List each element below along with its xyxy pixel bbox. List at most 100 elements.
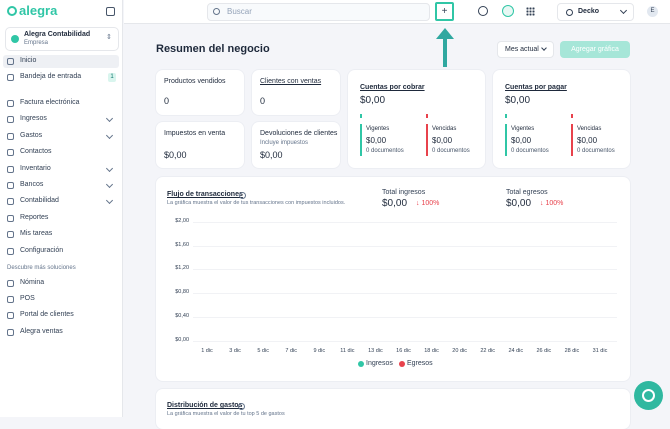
metric-label: Impuestos en venta xyxy=(164,130,226,137)
metric-card: Devoluciones de clientes Incluye impuesto… xyxy=(252,122,340,168)
nav-item[interactable]: Contactos xyxy=(3,146,119,159)
nav-label: Mis tareas xyxy=(20,230,53,237)
nav-item[interactable]: Configuración xyxy=(3,245,119,258)
sidebar xyxy=(0,0,123,417)
grid-line xyxy=(193,269,617,271)
page-title: Resumen del negocio xyxy=(156,43,270,55)
apps-icon[interactable] xyxy=(526,7,535,16)
help-icon[interactable] xyxy=(478,6,488,16)
chart-subtitle: La gráfica muestra el valor de tus trans… xyxy=(167,200,346,206)
nav-item[interactable]: Inventario xyxy=(3,163,119,176)
nav-icon xyxy=(7,231,14,238)
logo: alegra xyxy=(19,3,58,18)
x-axis-label: 22 dic xyxy=(480,348,496,354)
account-title: Cuentas por pagar xyxy=(505,84,567,91)
nav-item[interactable]: Gastos xyxy=(3,130,119,143)
info-icon xyxy=(239,192,246,199)
nav-icon xyxy=(7,149,14,156)
arrow-head xyxy=(436,28,454,39)
nav-item[interactable]: Factura electrónica xyxy=(3,97,119,110)
nav-icon xyxy=(7,280,14,287)
nav-item[interactable]: Nómina xyxy=(3,277,119,290)
nav-item[interactable]: POS xyxy=(3,293,119,306)
nav-item[interactable]: Inicio xyxy=(3,55,119,68)
assistant-icon[interactable] xyxy=(502,5,514,17)
grid-line xyxy=(193,293,617,295)
metric-label: Clientes con ventas xyxy=(260,78,322,85)
company-icon xyxy=(11,35,19,43)
nav-icon xyxy=(7,329,14,336)
status-amount: $0,00 xyxy=(511,136,532,145)
nav-item[interactable]: Mis tareas xyxy=(3,228,119,241)
status-docs: 0 documentos xyxy=(432,148,470,154)
expenses-title: Distribución de gastos xyxy=(167,402,243,409)
nav-item[interactable]: Contabilidad xyxy=(3,195,119,208)
total-label: Total ingresos xyxy=(382,189,426,196)
y-axis-label: $2,00 xyxy=(175,218,189,224)
grid-line xyxy=(193,222,617,223)
y-axis-label: $1,60 xyxy=(175,241,189,248)
add-button[interactable]: + xyxy=(435,2,454,21)
nav-icon xyxy=(7,166,14,173)
x-axis-label: 3 dic xyxy=(229,348,241,354)
nav-badge: 1 xyxy=(108,73,116,82)
expenses-subtitle: La gráfica muestra el valor de tu top 5 … xyxy=(167,411,285,417)
x-axis-label: 7 dic xyxy=(285,348,298,354)
search-box[interactable]: Buscar xyxy=(207,3,430,21)
company-toggle: ⇕ xyxy=(106,34,112,41)
grid-line xyxy=(193,316,617,318)
nav-item[interactable]: Bandeja de entrada 1 xyxy=(3,71,119,84)
cash-flow-card: Flujo de transacciones La gráfica muestra… xyxy=(156,177,630,381)
nav-icon xyxy=(7,58,14,65)
account-card: Cuentas por pagar $0,00 Vigentes $0,00 0 doc… xyxy=(493,70,630,168)
x-axis-label: 24 dic xyxy=(508,348,524,354)
nav-item[interactable]: Reportes xyxy=(3,212,119,225)
status-docs: 0 documentos xyxy=(577,148,615,154)
grid-line xyxy=(193,245,617,247)
nav-chevron xyxy=(105,114,114,123)
nav-icon xyxy=(7,296,14,303)
collapse-icon[interactable] xyxy=(106,7,115,16)
x-axis-label: 20 dic xyxy=(452,348,467,354)
add-chart-button[interactable]: Agregar gráfica xyxy=(560,41,630,58)
nav-label: Gastos xyxy=(20,132,43,139)
avatar[interactable]: E xyxy=(647,6,658,17)
search-placeholder: Buscar xyxy=(227,7,252,16)
total-change: ↓ 100% xyxy=(416,200,440,207)
status-label: Vigentes xyxy=(511,126,535,132)
status-bar xyxy=(505,114,507,118)
nav-label: Configuración xyxy=(20,247,64,254)
total-value: $0,00 xyxy=(382,198,408,209)
total-label: Total egresos xyxy=(506,189,548,196)
info-icon xyxy=(238,403,245,410)
chart-title: Flujo de transacciones xyxy=(167,191,243,198)
user-name: Decko xyxy=(578,8,600,15)
help-button[interactable] xyxy=(634,381,663,410)
nav-item[interactable]: Ingresos xyxy=(3,113,119,126)
status-bar xyxy=(505,124,507,156)
nav-icon xyxy=(7,215,14,222)
nav-icon xyxy=(7,100,14,107)
metric-value: $0,00 xyxy=(164,150,187,160)
x-axis-label: 13 dic xyxy=(368,348,383,354)
x-axis-label: 28 dic xyxy=(564,348,580,354)
status-amount: $0,00 xyxy=(366,136,387,145)
logo-icon xyxy=(7,6,17,16)
status-label: Vigentes xyxy=(366,126,390,132)
nav-label: Nómina xyxy=(20,279,45,286)
status-bar xyxy=(571,124,573,156)
company-box[interactable]: Alegra Contabilidad Empresa ⇕ xyxy=(5,27,119,51)
x-axis-label: 11 dic xyxy=(340,348,355,354)
user-box[interactable]: Decko xyxy=(557,3,634,21)
status-docs: 0 documentos xyxy=(511,148,549,154)
nav-item[interactable]: Alegra ventas xyxy=(3,326,119,339)
nav-label: Bandeja de entrada xyxy=(20,73,82,80)
nav-item[interactable]: Bancos xyxy=(3,179,119,192)
total-change: ↓ 100% xyxy=(540,200,564,207)
x-axis-label: 9 dic xyxy=(313,348,326,354)
nav-label: Alegra ventas xyxy=(20,328,63,335)
period-button[interactable]: Mes actual xyxy=(497,41,554,58)
metric-label: Productos vendidos xyxy=(164,78,226,85)
nav-item[interactable]: Portal de clientes xyxy=(3,309,119,322)
